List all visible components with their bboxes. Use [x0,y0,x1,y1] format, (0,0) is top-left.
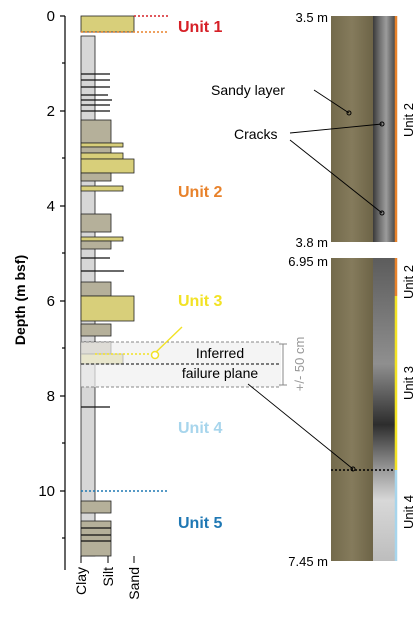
silt-bed [80,119,112,144]
unit-5-label: Unit 5 [178,515,223,532]
silt-bed [80,236,124,242]
silt-bed [80,500,112,514]
uncertainty-label: +/- 50 cm [292,337,307,392]
unit-boundaries [81,15,168,492]
core-photo-top: 3.5 m 3.8 m Unit 2 Sandy layer Cracks [211,10,416,250]
silt-bed [80,323,112,337]
sand-label: Sand [126,567,142,600]
tick-2: 2 [47,103,55,120]
tick-10: 10 [38,483,55,500]
tick-0: 0 [47,8,55,25]
grain-axis: Clay Silt Sand [73,556,142,600]
failure-band: Inferred failure plane +/- 50 cm [81,326,307,392]
failure-label-line2: failure plane [182,365,258,381]
unit-1-label: Unit 1 [178,19,223,36]
lithology-log [80,15,135,557]
sandy-layer-label: Sandy layer [211,82,285,98]
bottom-core-unit4-label: Unit 4 [401,495,416,529]
clay-label: Clay [73,567,89,595]
top-core-unit-label: Unit 2 [401,103,416,137]
unit-3-label: Unit 3 [178,293,223,310]
bottom-core-unit3-label: Unit 3 [401,366,416,400]
silt-bed [80,281,112,297]
axis-ticks [60,15,65,539]
failure-label-line1: Inferred [196,345,244,361]
silt-bed [80,172,112,182]
bottom-core-bottom-depth: 7.45 m [288,554,328,569]
core-photo-bottom: 6.95 m 7.45 m Unit 2 Unit 3 Unit 4 [247,254,416,569]
axis-label: Depth (m bsf) [12,255,28,345]
sand-bed [80,152,124,160]
sand-bed [80,185,124,192]
depth-axis: 0 2 4 6 8 10 Depth (m bsf) [12,8,66,570]
silt-bed [80,240,112,250]
unit-labels: Unit 1 Unit 2 Unit 3 Unit 4 Unit 5 [178,19,223,532]
silt-bed [80,146,112,154]
unit-2-label: Unit 2 [178,184,223,201]
silt-bed [80,213,112,233]
silt-label: Silt [100,567,116,587]
top-core-top-depth: 3.5 m [295,10,328,25]
sand-bed [80,15,135,33]
tick-6: 6 [47,293,55,310]
unit-4-label: Unit 4 [178,420,223,437]
silt-bed [80,520,112,557]
tick-4: 4 [47,198,55,215]
sand-bed [80,295,135,322]
sand-bed [80,158,135,174]
bottom-core-unit2-label: Unit 2 [401,265,416,299]
sand-bed [80,142,124,148]
bottom-core-top-depth: 6.95 m [288,254,328,269]
tick-8: 8 [47,388,55,405]
top-core-bottom-depth: 3.8 m [295,235,328,250]
thin-beds [81,73,112,112]
cracks-label: Cracks [234,126,278,142]
